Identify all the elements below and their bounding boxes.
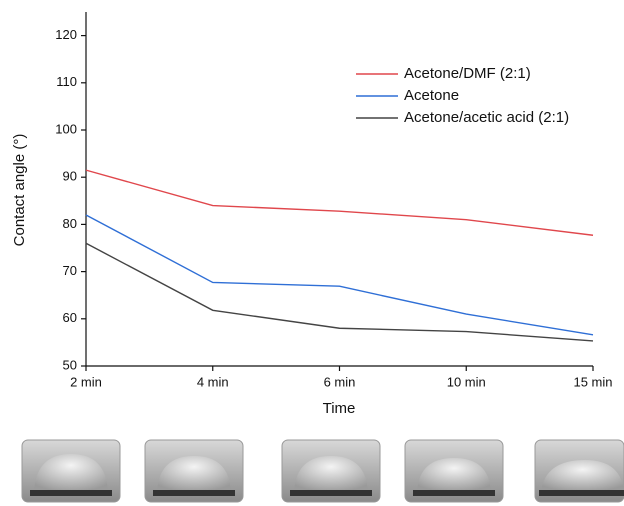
y-tick-label: 110 [56, 74, 77, 89]
legend-label: Acetone/DMF (2:1) [404, 65, 531, 82]
legend-label: Acetone [404, 87, 459, 104]
x-tick-label: 4 min [197, 374, 229, 389]
series-line [85, 169, 594, 236]
series-line [85, 214, 594, 336]
y-tick-label: 50 [63, 357, 77, 372]
series-line [85, 242, 594, 342]
y-tick-label: 60 [63, 310, 77, 325]
y-tick-label: 100 [55, 121, 77, 136]
x-axis-label: Time [323, 400, 356, 417]
x-tick-label: 6 min [324, 374, 356, 389]
y-axis-label: Contact angle (°) [11, 134, 28, 247]
x-tick-label: 10 min [447, 374, 486, 389]
droplet-photos [21, 439, 624, 503]
legend-label: Acetone/acetic acid (2:1) [404, 109, 569, 126]
y-tick-label: 90 [63, 169, 77, 184]
x-tick-label: 2 min [70, 374, 102, 389]
x-tick-label: 15 min [573, 374, 612, 389]
y-tick-label: 80 [63, 216, 77, 231]
y-tick-label: 120 [55, 27, 77, 42]
y-tick-label: 70 [63, 263, 77, 278]
